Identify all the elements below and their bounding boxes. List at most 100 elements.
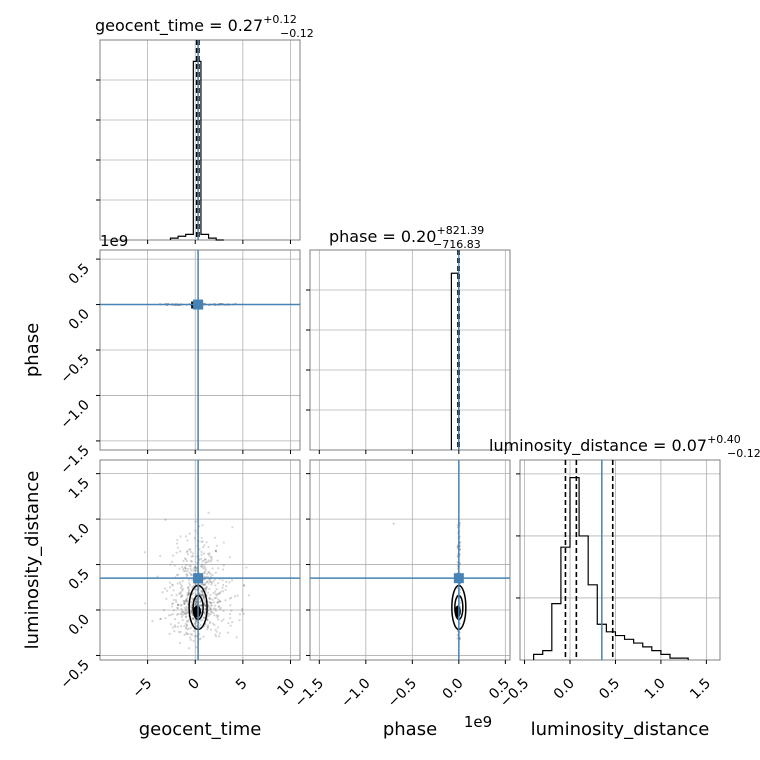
scatter-point xyxy=(217,582,220,585)
scatter-point xyxy=(194,622,197,625)
scatter-point xyxy=(169,613,173,616)
density-core xyxy=(454,605,461,618)
scatter-point xyxy=(191,552,194,555)
scatter-point xyxy=(203,583,207,586)
scatter-point xyxy=(217,618,220,621)
scatter-point xyxy=(208,622,212,625)
scatter-point xyxy=(186,611,189,614)
scatter-point xyxy=(190,555,193,558)
scatter-point xyxy=(201,566,204,569)
scatter-point xyxy=(459,548,462,551)
scatter-point xyxy=(208,612,211,615)
scatter-point xyxy=(205,580,209,584)
scatter-point xyxy=(456,561,459,564)
scatter-point xyxy=(459,553,462,556)
scatter-point xyxy=(203,599,206,602)
scatter-point xyxy=(184,567,187,570)
scatter-point xyxy=(189,636,192,639)
scatter-point xyxy=(180,615,184,618)
scatter-point xyxy=(183,606,186,610)
scatter-point xyxy=(190,606,193,609)
luminosity-distance-title-plus: +0.40 xyxy=(707,433,741,446)
scatter-point xyxy=(187,591,191,594)
scatter-point xyxy=(216,616,219,619)
phase-y-tick-label: −0.5 xyxy=(57,352,92,387)
scatter-point xyxy=(176,603,180,606)
scatter-point xyxy=(203,544,206,547)
scatter-point xyxy=(241,607,244,611)
phase-x-offset-label: 1e9 xyxy=(464,713,492,731)
scatter-point xyxy=(186,628,189,631)
scatter-point xyxy=(225,585,228,588)
scatter-point xyxy=(195,602,198,605)
scatter-point xyxy=(228,612,232,616)
geocent-x-tick-label: −5 xyxy=(130,676,156,702)
panel-geocent-time-hist xyxy=(99,39,301,241)
scatter-point xyxy=(182,560,185,563)
scatter-point xyxy=(185,607,188,610)
scatter-point xyxy=(459,602,462,605)
scatter-point xyxy=(193,603,196,607)
scatter-point xyxy=(204,566,207,569)
scatter-point xyxy=(184,570,187,573)
luminosity-distance-title-minus: −0.12 xyxy=(727,447,760,460)
scatter-point xyxy=(195,597,198,600)
scatter-point xyxy=(195,635,198,638)
scatter-point xyxy=(200,590,203,593)
scatter-point xyxy=(192,567,195,570)
scatter-point xyxy=(209,613,212,616)
scatter-point xyxy=(210,581,214,584)
scatter-point xyxy=(217,598,220,601)
scatter-point xyxy=(202,559,205,562)
scatter-point xyxy=(392,522,395,525)
scatter-point xyxy=(198,548,201,551)
scatter-point xyxy=(217,567,220,570)
scatter-point xyxy=(207,545,210,549)
scatter-point xyxy=(184,615,188,619)
scatter-point xyxy=(192,629,195,633)
panel-ld-vs-phase xyxy=(309,459,511,661)
scatter-point xyxy=(206,624,210,627)
scatter-point xyxy=(214,571,217,574)
scatter-point xyxy=(190,603,193,607)
scatter-point xyxy=(192,617,195,620)
scatter-point xyxy=(205,588,208,591)
scatter-point xyxy=(230,596,233,599)
phase-title: phase = 0.20+821.39 xyxy=(329,224,484,246)
scatter-point xyxy=(209,628,213,631)
scatter-point xyxy=(169,563,172,566)
scatter-point xyxy=(212,611,215,615)
scatter-point xyxy=(171,602,174,605)
scatter-point xyxy=(181,614,184,617)
scatter-point xyxy=(176,607,179,610)
ld-x-tick-label: 1.0 xyxy=(642,676,669,703)
scatter-point xyxy=(185,632,188,636)
scatter-point xyxy=(184,599,187,602)
scatter-point xyxy=(224,599,227,602)
scatter-point xyxy=(203,564,206,567)
scatter-point xyxy=(191,633,194,636)
scatter-point xyxy=(183,602,186,605)
scatter-point xyxy=(233,595,237,598)
scatter-point xyxy=(206,628,209,631)
scatter-point xyxy=(210,610,213,613)
scatter-point xyxy=(168,632,171,636)
scatter-point xyxy=(216,614,220,617)
scatter-point xyxy=(177,592,181,595)
scatter-point xyxy=(186,570,189,573)
scatter-point xyxy=(159,617,162,621)
scatter-point xyxy=(188,548,191,551)
scatter-point xyxy=(189,567,192,570)
scatter-point xyxy=(183,612,187,615)
scatter-point xyxy=(185,620,189,623)
scatter-point xyxy=(203,612,206,615)
scatter-point xyxy=(178,581,181,584)
scatter-point xyxy=(198,592,201,595)
scatter-point xyxy=(217,605,221,608)
scatter-point xyxy=(202,594,205,597)
scatter-point xyxy=(173,630,176,633)
scatter-point xyxy=(180,585,183,588)
scatter-point xyxy=(204,586,208,590)
scatter-point xyxy=(204,558,208,561)
